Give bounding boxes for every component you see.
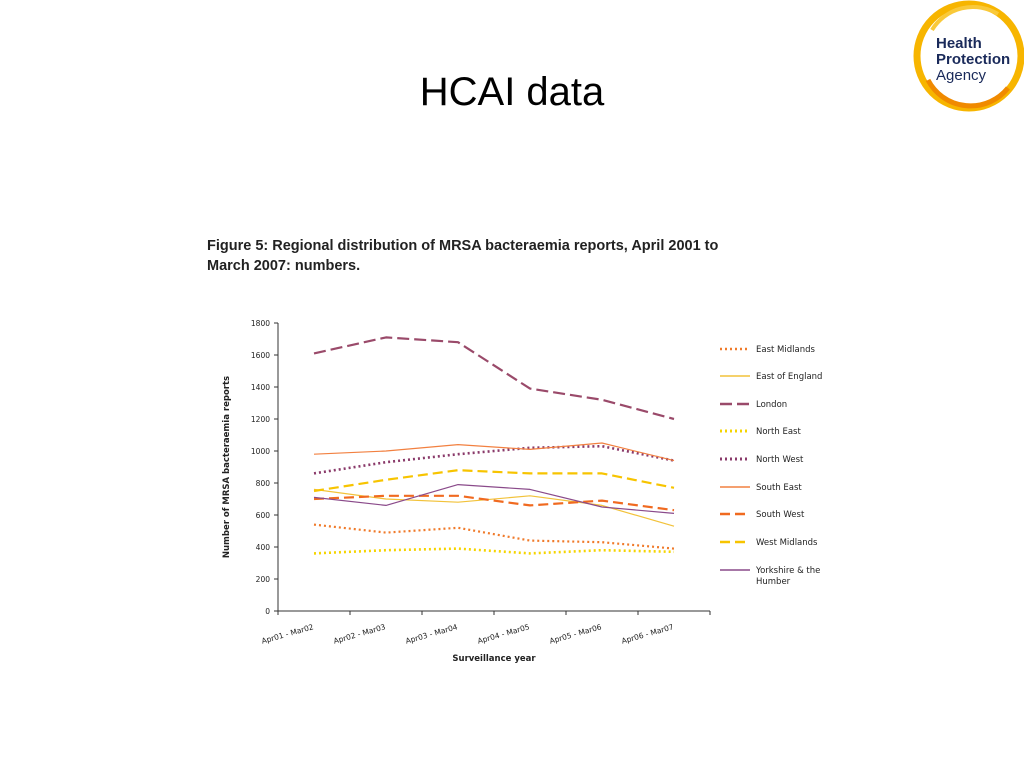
y-tick-label: 1800	[251, 319, 270, 328]
x-tick-label: Apr01 - Mar02	[260, 622, 314, 646]
y-tick-label: 400	[256, 543, 271, 552]
x-tick-label: Apr04 - Mar05	[476, 622, 530, 646]
y-tick-label: 1400	[251, 383, 270, 392]
y-tick-label: 1000	[251, 447, 270, 456]
x-tick-label: Apr03 - Mar04	[404, 622, 458, 646]
health-protection-agency-logo: Health Protection Agency	[913, 0, 1024, 112]
figure-caption-line-2: March 2007: numbers.	[207, 258, 361, 274]
logo-text-line-2: Protection	[936, 51, 1010, 68]
y-tick-label: 600	[256, 511, 271, 520]
series-line-london	[313, 336, 675, 421]
legend-label: Yorkshire & the Humber	[755, 566, 820, 587]
series-line-north-west	[313, 444, 675, 475]
logo-text-line-3: Agency	[936, 67, 987, 84]
legend-label: East Midlands	[756, 345, 815, 355]
series-line-north-east	[313, 547, 675, 555]
x-tick-label: Apr06 - Mar07	[620, 622, 674, 646]
y-tick-label: 200	[256, 575, 271, 584]
y-axis-title: Number of MRSA bacteraemia reports	[222, 376, 232, 558]
y-tick-label: 1600	[251, 351, 270, 360]
x-axis-title: Surveillance year	[452, 654, 536, 664]
legend-label: South East	[756, 483, 802, 493]
series-line-west-midlands	[313, 469, 675, 493]
legend-label: North West	[756, 455, 804, 465]
slide-title: HCAI data	[419, 70, 605, 114]
figure-caption: Figure 5: Regional distribution of MRSA …	[207, 236, 827, 276]
series-line-east-of-england	[313, 488, 675, 527]
y-tick-label: 0	[265, 607, 270, 616]
legend-label: South West	[756, 510, 805, 520]
series-line-east-midlands	[313, 523, 675, 550]
series-line-south-west	[313, 494, 675, 512]
y-tick-label: 1200	[251, 415, 270, 424]
x-tick-label: Apr02 - Mar03	[332, 622, 386, 646]
y-tick-label: 800	[256, 479, 271, 488]
series-line-south-east	[313, 442, 675, 462]
legend-label: North East	[756, 427, 801, 437]
series-line-yorkshire-the-humber	[313, 484, 675, 514]
legend-label: East of England	[756, 372, 822, 382]
legend-label: London	[756, 400, 787, 410]
x-tick-label: Apr05 - Mar06	[548, 622, 602, 646]
logo-text-line-1: Health	[936, 35, 982, 52]
figure-caption-line-1: Figure 5: Regional distribution of MRSA …	[207, 238, 719, 254]
legend-label: West Midlands	[756, 538, 818, 548]
